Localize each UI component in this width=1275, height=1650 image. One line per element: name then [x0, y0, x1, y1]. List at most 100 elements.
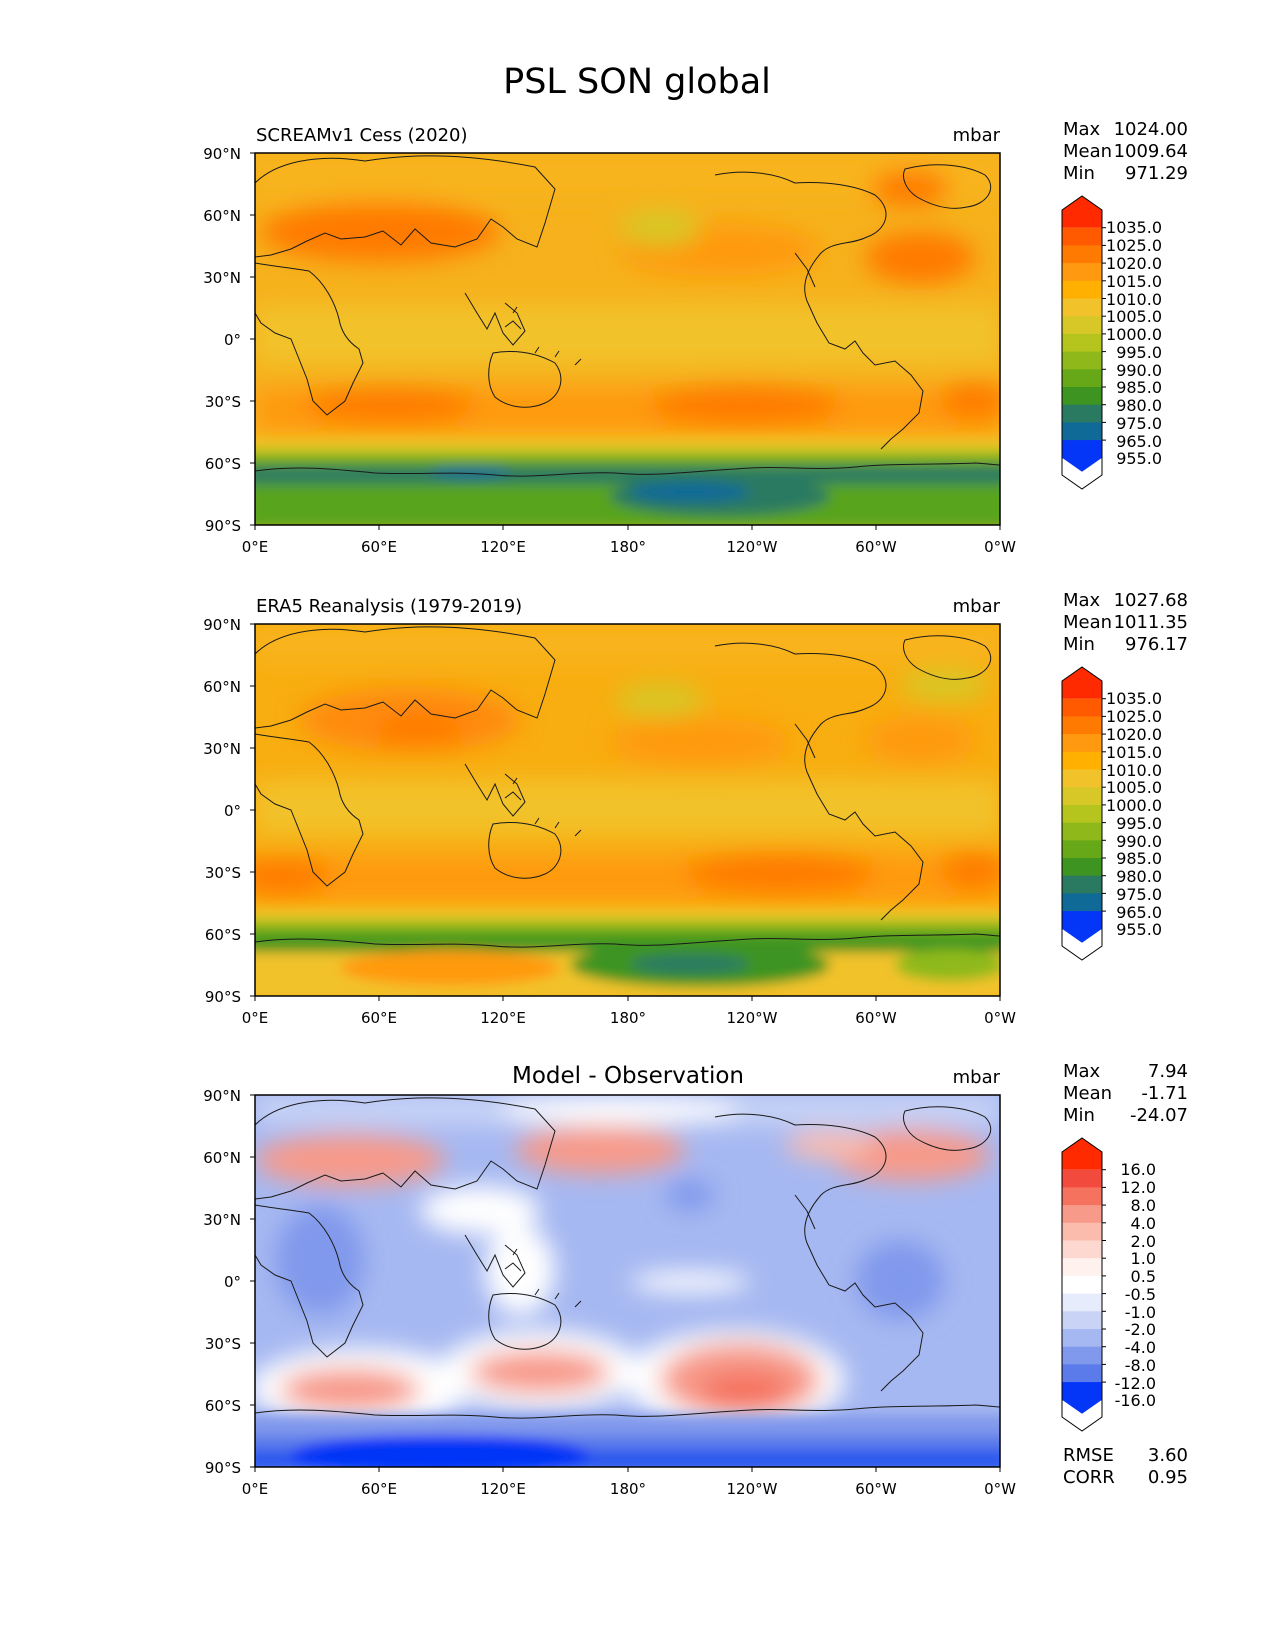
panel-1-colorbar-label: 1035.0	[1106, 218, 1162, 237]
panel-1-colorbar-labels: 1035.0 1025.0 1020.0 1015.0 1010.0 1005.…	[1106, 218, 1162, 468]
panel-2-colorbar-outline	[1061, 666, 1103, 961]
panel-2-ytick-label: 90°S	[205, 988, 241, 1006]
panel-2-title: ERA5 Reanalysis (1979-2019)	[256, 596, 522, 617]
panel-3-metric-value: 3.60	[1148, 1445, 1188, 1466]
panel-2-field-indian-ocean-high	[255, 858, 330, 894]
panel-1-xtick-label: 0°E	[242, 538, 269, 556]
panel-1-field	[255, 153, 1000, 432]
panel-2-band-980	[255, 936, 1000, 952]
panel-3-southern-bands	[255, 1415, 1000, 1467]
panel-2-field-atlantic-high	[865, 716, 975, 764]
panel-2-xtick-label: 60°W	[855, 1009, 897, 1027]
panel-2-field-subtropical-belt	[255, 857, 1000, 901]
panel-2-stats: Max 1027.68 Mean 1011.35 Min 976.17	[1063, 590, 1188, 655]
panel-3-colorbar-label: 1.0	[1131, 1249, 1156, 1268]
panel-3-metrics: RMSE 3.60 CORR 0.95	[1063, 1445, 1188, 1488]
panel-2-colorbar-label: 1035.0	[1106, 689, 1162, 708]
figure-title: PSL SON global	[503, 62, 771, 102]
panel-2-xtick-label: 120°W	[727, 1009, 778, 1027]
panel-2-colorbar-label: 1015.0	[1106, 743, 1162, 762]
panel-3-colorbar-label: 2.0	[1131, 1232, 1156, 1251]
panel-2-stat-label: Mean	[1063, 612, 1112, 633]
colorbar-swatch	[1062, 1169, 1102, 1188]
panel-1-stat-value: 1009.64	[1114, 141, 1188, 162]
panel-3-field-east-asia-positive	[515, 1126, 685, 1174]
colorbar-swatch	[1062, 787, 1102, 806]
panel-2-band-995	[255, 918, 1000, 926]
panel-2-stat-value: 976.17	[1125, 634, 1188, 655]
panel-2: ERA5 Reanalysis (1979-2019) mbar	[203, 590, 1188, 1027]
panel-1-colorbar-label: 975.0	[1116, 414, 1162, 433]
colorbar-swatch	[1062, 422, 1102, 441]
panel-3-xtick-label: 60°E	[361, 1480, 397, 1498]
panel-2-colorbar-label: 1005.0	[1106, 778, 1162, 797]
panel-2-stat-value: 1027.68	[1114, 590, 1188, 611]
panel-1-map	[255, 153, 1000, 525]
colorbar-swatch	[1062, 1275, 1102, 1295]
colorbar-swatch	[1062, 893, 1102, 912]
panel-3-metric-label: RMSE	[1063, 1445, 1114, 1466]
panel-2-colorbar: 1035.0 1025.0 1020.0 1015.0 1010.0 1005.…	[1061, 666, 1162, 961]
panel-1-colorbar-patches	[1062, 196, 1106, 472]
panel-2-stat-label: Max	[1063, 590, 1101, 611]
panel-1-colorbar-label: 980.0	[1116, 396, 1162, 415]
panel-2-field-tropics	[255, 780, 1000, 835]
panel-2-field-south-atlantic-high	[940, 852, 1000, 888]
panel-1-xtick-label: 60°W	[855, 538, 897, 556]
panel-2-colorbar-label: 955.0	[1116, 920, 1162, 939]
panel-2-ytick-label: 30°S	[205, 864, 241, 882]
panel-2-colorbar-label: 1025.0	[1106, 707, 1162, 726]
panel-1-field-amundsen-low	[630, 482, 750, 502]
panel-3-band-negative-2	[255, 1415, 1000, 1435]
panel-2-colorbar-labels: 1035.0 1025.0 1020.0 1015.0 1010.0 1005.…	[1106, 689, 1162, 939]
panel-2-stat-label: Min	[1063, 634, 1095, 655]
panel-1: SCREAMv1 Cess (2020) mbar	[203, 119, 1188, 556]
panel-2-xtick-label: 60°E	[361, 1009, 397, 1027]
panel-1-title: SCREAMv1 Cess (2020)	[256, 125, 468, 146]
colorbar-swatch	[1062, 369, 1102, 388]
colorbar-swatch	[1062, 227, 1102, 246]
colorbar-swatch	[1062, 716, 1102, 735]
panel-3-stat-value: -1.71	[1141, 1083, 1188, 1104]
panel-3-metric-label: CORR	[1063, 1467, 1115, 1488]
colorbar-swatch	[1062, 1205, 1102, 1224]
panel-1-xtick-label: 120°W	[727, 538, 778, 556]
colorbar-swatch	[1062, 1222, 1102, 1241]
panel-2-field-amundsen-low	[630, 954, 750, 974]
colorbar-swatch	[1062, 667, 1102, 699]
panel-2-field-weddell-low	[895, 949, 1000, 981]
panel-1-band-985	[255, 456, 1000, 466]
panel-3-field-africa-negative	[275, 1205, 365, 1315]
colorbar-swatch	[1062, 351, 1102, 370]
colorbar-swatch	[1062, 263, 1102, 282]
panel-1-colorbar-outline	[1061, 195, 1103, 490]
panel-3-ytick-label: 60°N	[203, 1149, 241, 1167]
panel-1-stat-value: 1024.00	[1114, 119, 1188, 140]
panel-2-colorbar-label: 965.0	[1116, 903, 1162, 922]
panel-2-band-985	[255, 926, 1000, 936]
panel-2-ytick-label: 60°S	[205, 926, 241, 944]
panel-3-colorbar-label: 12.0	[1120, 1178, 1156, 1197]
panel-3-xtick-label: 120°E	[480, 1480, 526, 1498]
colorbar-swatch	[1062, 911, 1102, 943]
panel-3-field-east-antarctic-negative	[290, 1435, 590, 1467]
colorbar-swatch	[1062, 751, 1102, 770]
panel-2-field-tibetan-high	[375, 715, 465, 745]
panel-1-ytick-label: 30°N	[203, 269, 241, 287]
panel-3-stat-label: Mean	[1063, 1083, 1112, 1104]
panel-3-stat-value: 7.94	[1148, 1061, 1188, 1082]
panel-2-colorbar-label: 1020.0	[1106, 725, 1162, 744]
panel-1-stat-label: Mean	[1063, 141, 1112, 162]
panel-3-xtick-label: 0°W	[984, 1480, 1016, 1498]
colorbar-swatch	[1062, 298, 1102, 317]
panel-3-field-australia-positive	[470, 1350, 610, 1394]
panel-3-field-south-indian-positive	[280, 1368, 420, 1412]
panel-2-field-east-antarctic-plateau	[340, 950, 560, 986]
colorbar-swatch	[1062, 1258, 1102, 1277]
panel-1-y-axis: 90°N 60°N 30°N 0° 30°S 60°S 90°S	[203, 145, 255, 535]
panel-3-field	[255, 1095, 1000, 1430]
panel-2-map	[255, 624, 1000, 996]
panel-2-field-arctic	[255, 624, 1000, 664]
panel-1-field-greenland-high	[870, 170, 950, 206]
colorbar-swatch	[1062, 1187, 1102, 1206]
